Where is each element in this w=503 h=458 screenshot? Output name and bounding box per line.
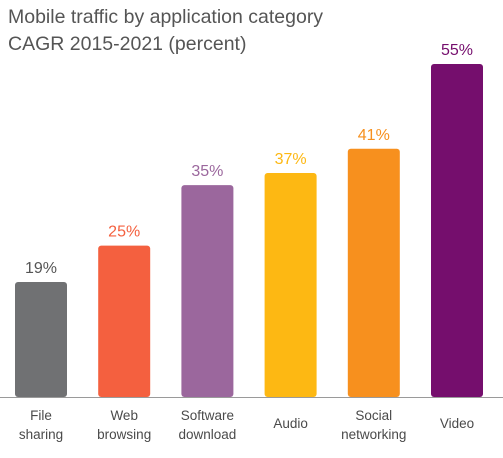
bar-value-label: 35% bbox=[191, 163, 223, 180]
category-label-line: download bbox=[179, 427, 237, 442]
category-label-line: networking bbox=[341, 427, 406, 442]
chart-title-line: Mobile traffic by application category bbox=[8, 6, 324, 28]
bar-value-label: 55% bbox=[441, 42, 473, 59]
bar-value-label: 41% bbox=[358, 127, 390, 144]
chart-subtitle: CAGR 2015-2021 (percent) bbox=[8, 33, 247, 55]
category-label: Web browsing bbox=[97, 408, 151, 442]
bar-value-label: 19% bbox=[25, 260, 57, 277]
bar bbox=[431, 64, 483, 397]
category-label-line: browsing bbox=[97, 427, 151, 442]
bar bbox=[98, 245, 151, 397]
category-label-line: Audio bbox=[273, 416, 308, 431]
category-label-line: Video bbox=[440, 416, 474, 431]
bar bbox=[264, 172, 317, 397]
bar-value-label: 37% bbox=[275, 151, 307, 168]
bar bbox=[15, 281, 67, 397]
category-label-line: Software bbox=[181, 408, 234, 423]
category-label: Video bbox=[440, 416, 474, 431]
bar bbox=[347, 148, 400, 397]
bar bbox=[181, 185, 234, 397]
category-label: Social networking bbox=[341, 408, 406, 442]
category-label-line: sharing bbox=[19, 427, 63, 442]
category-label-line: File bbox=[30, 408, 52, 423]
category-label: Audio bbox=[273, 416, 308, 431]
category-label: File sharing bbox=[19, 408, 63, 442]
category-label-line: Web bbox=[110, 408, 138, 423]
bar-value-label: 25% bbox=[108, 224, 140, 241]
chart-title: Mobile traffic by application category C… bbox=[8, 4, 323, 58]
category-label-line: Social bbox=[355, 408, 392, 423]
category-label: Software download bbox=[179, 408, 237, 442]
